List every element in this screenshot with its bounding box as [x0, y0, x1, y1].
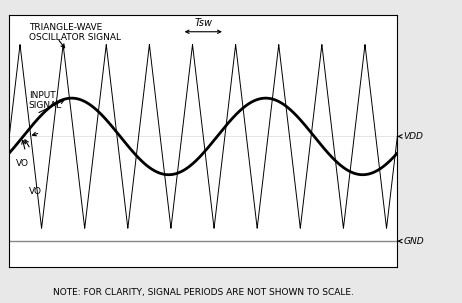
- Text: VO: VO: [16, 159, 29, 168]
- Text: INPUT
SIGNAL: INPUT SIGNAL: [29, 91, 62, 110]
- Text: GND: GND: [398, 237, 424, 246]
- Text: VDD: VDD: [398, 132, 423, 141]
- Text: VO: VO: [29, 187, 42, 196]
- Text: TRIANGLE-WAVE
OSCILLATOR SIGNAL: TRIANGLE-WAVE OSCILLATOR SIGNAL: [29, 23, 121, 42]
- Text: NOTE: FOR CLARITY, SIGNAL PERIODS ARE NOT SHOWN TO SCALE.: NOTE: FOR CLARITY, SIGNAL PERIODS ARE NO…: [53, 288, 354, 297]
- Text: Tsw: Tsw: [195, 18, 212, 28]
